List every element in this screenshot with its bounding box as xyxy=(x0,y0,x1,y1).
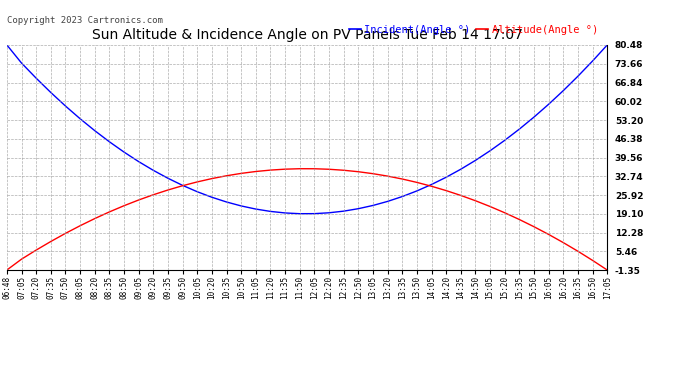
Text: Copyright 2023 Cartronics.com: Copyright 2023 Cartronics.com xyxy=(7,16,163,25)
Title: Sun Altitude & Incidence Angle on PV Panels Tue Feb 14 17:07: Sun Altitude & Incidence Angle on PV Pan… xyxy=(92,28,522,42)
Legend: Incident(Angle °), Altitude(Angle °): Incident(Angle °), Altitude(Angle °) xyxy=(345,21,602,39)
